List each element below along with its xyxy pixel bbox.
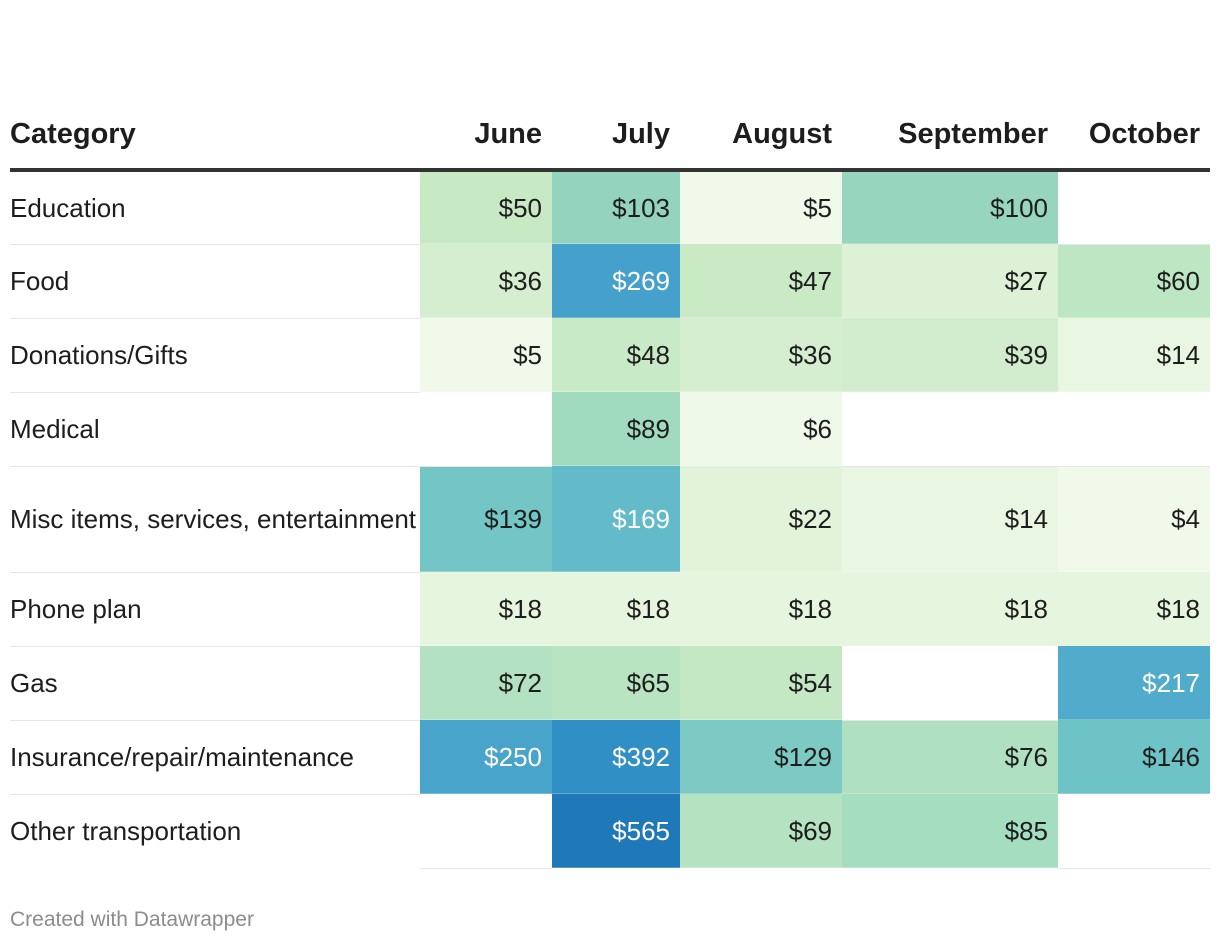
table-row: Misc items, services, entertainment $139 $… xyxy=(10,466,1210,573)
heatmap-cell: $18 xyxy=(420,572,552,646)
heatmap-cell: $269 xyxy=(552,244,680,318)
empty-cell xyxy=(1058,794,1210,869)
table-row: Medical $89 $6 xyxy=(10,392,1210,467)
heatmap-cell: $60 xyxy=(1058,244,1210,318)
heatmap-cell: $146 xyxy=(1058,720,1210,794)
heatmap-cell: $129 xyxy=(680,720,842,794)
heatmap-cell: $100 xyxy=(842,170,1058,244)
column-header-june: June xyxy=(420,100,552,172)
column-header-september: September xyxy=(842,100,1058,172)
heatmap-cell: $22 xyxy=(680,466,842,572)
table-row: Other transportation $565 $69 $85 xyxy=(10,794,1210,869)
heatmap-cell: $392 xyxy=(552,720,680,794)
heatmap-cell: $18 xyxy=(842,572,1058,646)
column-header-august: August xyxy=(680,100,842,172)
footer-credit: Created with Datawrapper xyxy=(10,908,254,931)
heatmap-cell: $5 xyxy=(680,170,842,244)
heatmap-cell: $36 xyxy=(420,244,552,318)
row-label: Medical xyxy=(10,392,420,467)
heatmap-cell: $18 xyxy=(552,572,680,646)
heatmap-cell: $565 xyxy=(552,794,680,868)
heatmap-cell: $76 xyxy=(842,720,1058,794)
heatmap-cell: $36 xyxy=(680,318,842,392)
heatmap-cell: $69 xyxy=(680,794,842,868)
heatmap-cell: $169 xyxy=(552,466,680,572)
heatmap-cell: $14 xyxy=(1058,318,1210,392)
heatmap-cell: $5 xyxy=(420,318,552,392)
table-row: Food $36 $269 $47 $27 $60 xyxy=(10,244,1210,319)
row-label: Education xyxy=(10,170,420,245)
row-label: Insurance/repair/maintenance xyxy=(10,720,420,795)
heatmap-cell: $139 xyxy=(420,466,552,572)
table-body: Education $50 $103 $5 $100 Food $36 $269 $47 $27 $… xyxy=(10,170,1210,869)
table-row: Education $50 $103 $5 $100 xyxy=(10,170,1210,245)
heatmap-cell: $48 xyxy=(552,318,680,392)
row-label: Food xyxy=(10,244,420,319)
row-label: Misc items, services, entertainment xyxy=(10,466,420,573)
heatmap-cell: $72 xyxy=(420,646,552,720)
row-label: Other transportation xyxy=(10,816,242,847)
heatmap-cell: $18 xyxy=(1058,572,1210,646)
heatmap-cell: $217 xyxy=(1058,646,1210,720)
empty-cell xyxy=(420,794,552,869)
empty-cell xyxy=(842,646,1058,721)
heatmap-cell: $250 xyxy=(420,720,552,794)
heatmap-cell: $50 xyxy=(420,170,552,244)
column-header-october: October xyxy=(1058,100,1210,172)
heatmap-cell: $27 xyxy=(842,244,1058,318)
heatmap-cell: $39 xyxy=(842,318,1058,392)
empty-cell xyxy=(842,392,1058,467)
heatmap-cell: $89 xyxy=(552,392,680,466)
heatmap-cell: $47 xyxy=(680,244,842,318)
heatmap-cell: $54 xyxy=(680,646,842,720)
empty-cell xyxy=(1058,170,1210,245)
row-label: Gas xyxy=(10,646,420,721)
table-row: Phone plan $18 $18 $18 $18 $18 xyxy=(10,572,1210,647)
table-row: Gas $72 $65 $54 $217 xyxy=(10,646,1210,721)
heatmap-cell: $6 xyxy=(680,392,842,466)
row-label: Donations/Gifts xyxy=(10,318,420,393)
table-row: Insurance/repair/maintenance $250 $392 $129… xyxy=(10,720,1210,795)
heatmap-cell: $85 xyxy=(842,794,1058,868)
empty-cell xyxy=(420,392,552,467)
heatmap-cell: $103 xyxy=(552,170,680,244)
row-label: Phone plan xyxy=(10,572,420,647)
heatmap-cell: $65 xyxy=(552,646,680,720)
column-header-july: July xyxy=(552,100,680,172)
heatmap-table: Category June July August September October … xyxy=(10,100,1210,869)
column-header-category: Category xyxy=(10,100,420,172)
heatmap-cell: $18 xyxy=(680,572,842,646)
table-row: Donations/Gifts $5 $48 $36 $39 $14 xyxy=(10,318,1210,393)
header-row: Category June July August September October xyxy=(10,100,1210,172)
heatmap-cell: $4 xyxy=(1058,466,1210,572)
heatmap-cell: $14 xyxy=(842,466,1058,572)
empty-cell xyxy=(1058,392,1210,467)
